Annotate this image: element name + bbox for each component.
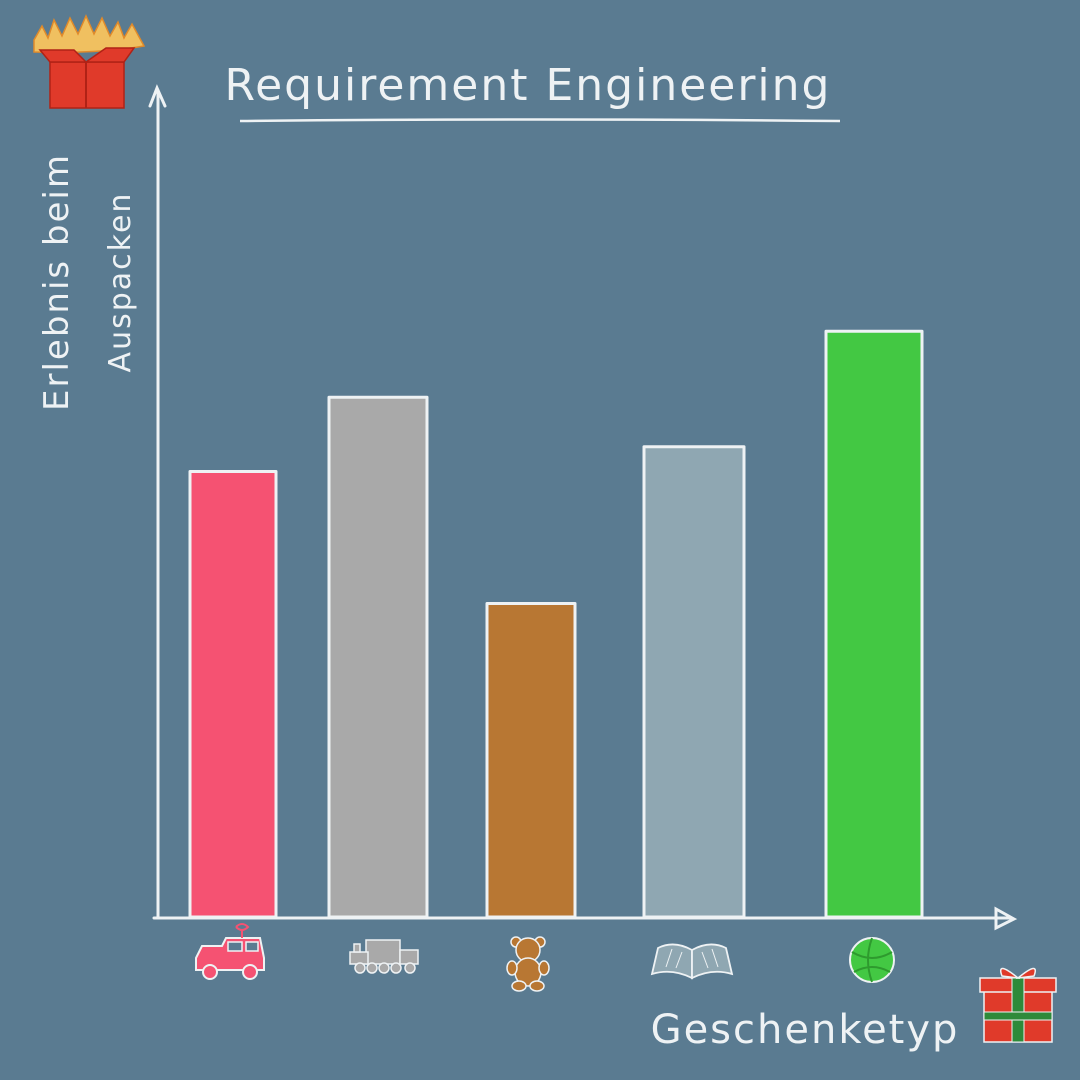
y-axis-label-line2: Auspacken (103, 192, 138, 373)
open-gift-box-with-flames-icon (33, 14, 146, 109)
ball-icon (849, 937, 895, 983)
x-axis-arrow (994, 906, 1018, 931)
title-underline (239, 118, 841, 123)
bars (188, 329, 924, 919)
bar-train (327, 395, 429, 919)
bar-book (642, 445, 746, 919)
bar-teddy-bear (485, 602, 577, 919)
bar-car (188, 470, 278, 919)
book-icon (650, 943, 734, 980)
y-axis-label-line1: Erlebnis beim (37, 153, 77, 411)
wrapped-gift-icon (979, 967, 1057, 1043)
y-axis-label: Erlebnis beim Auspacken (37, 153, 138, 411)
y-axis-arrow (148, 84, 167, 108)
bar-ball (824, 329, 924, 919)
car-icon (195, 923, 265, 980)
train-icon (349, 939, 419, 974)
chart-title: Requirement Engineering (225, 60, 832, 111)
teddy-bear-icon (506, 936, 550, 992)
x-axis-label: Geschenketyp (651, 1007, 960, 1053)
